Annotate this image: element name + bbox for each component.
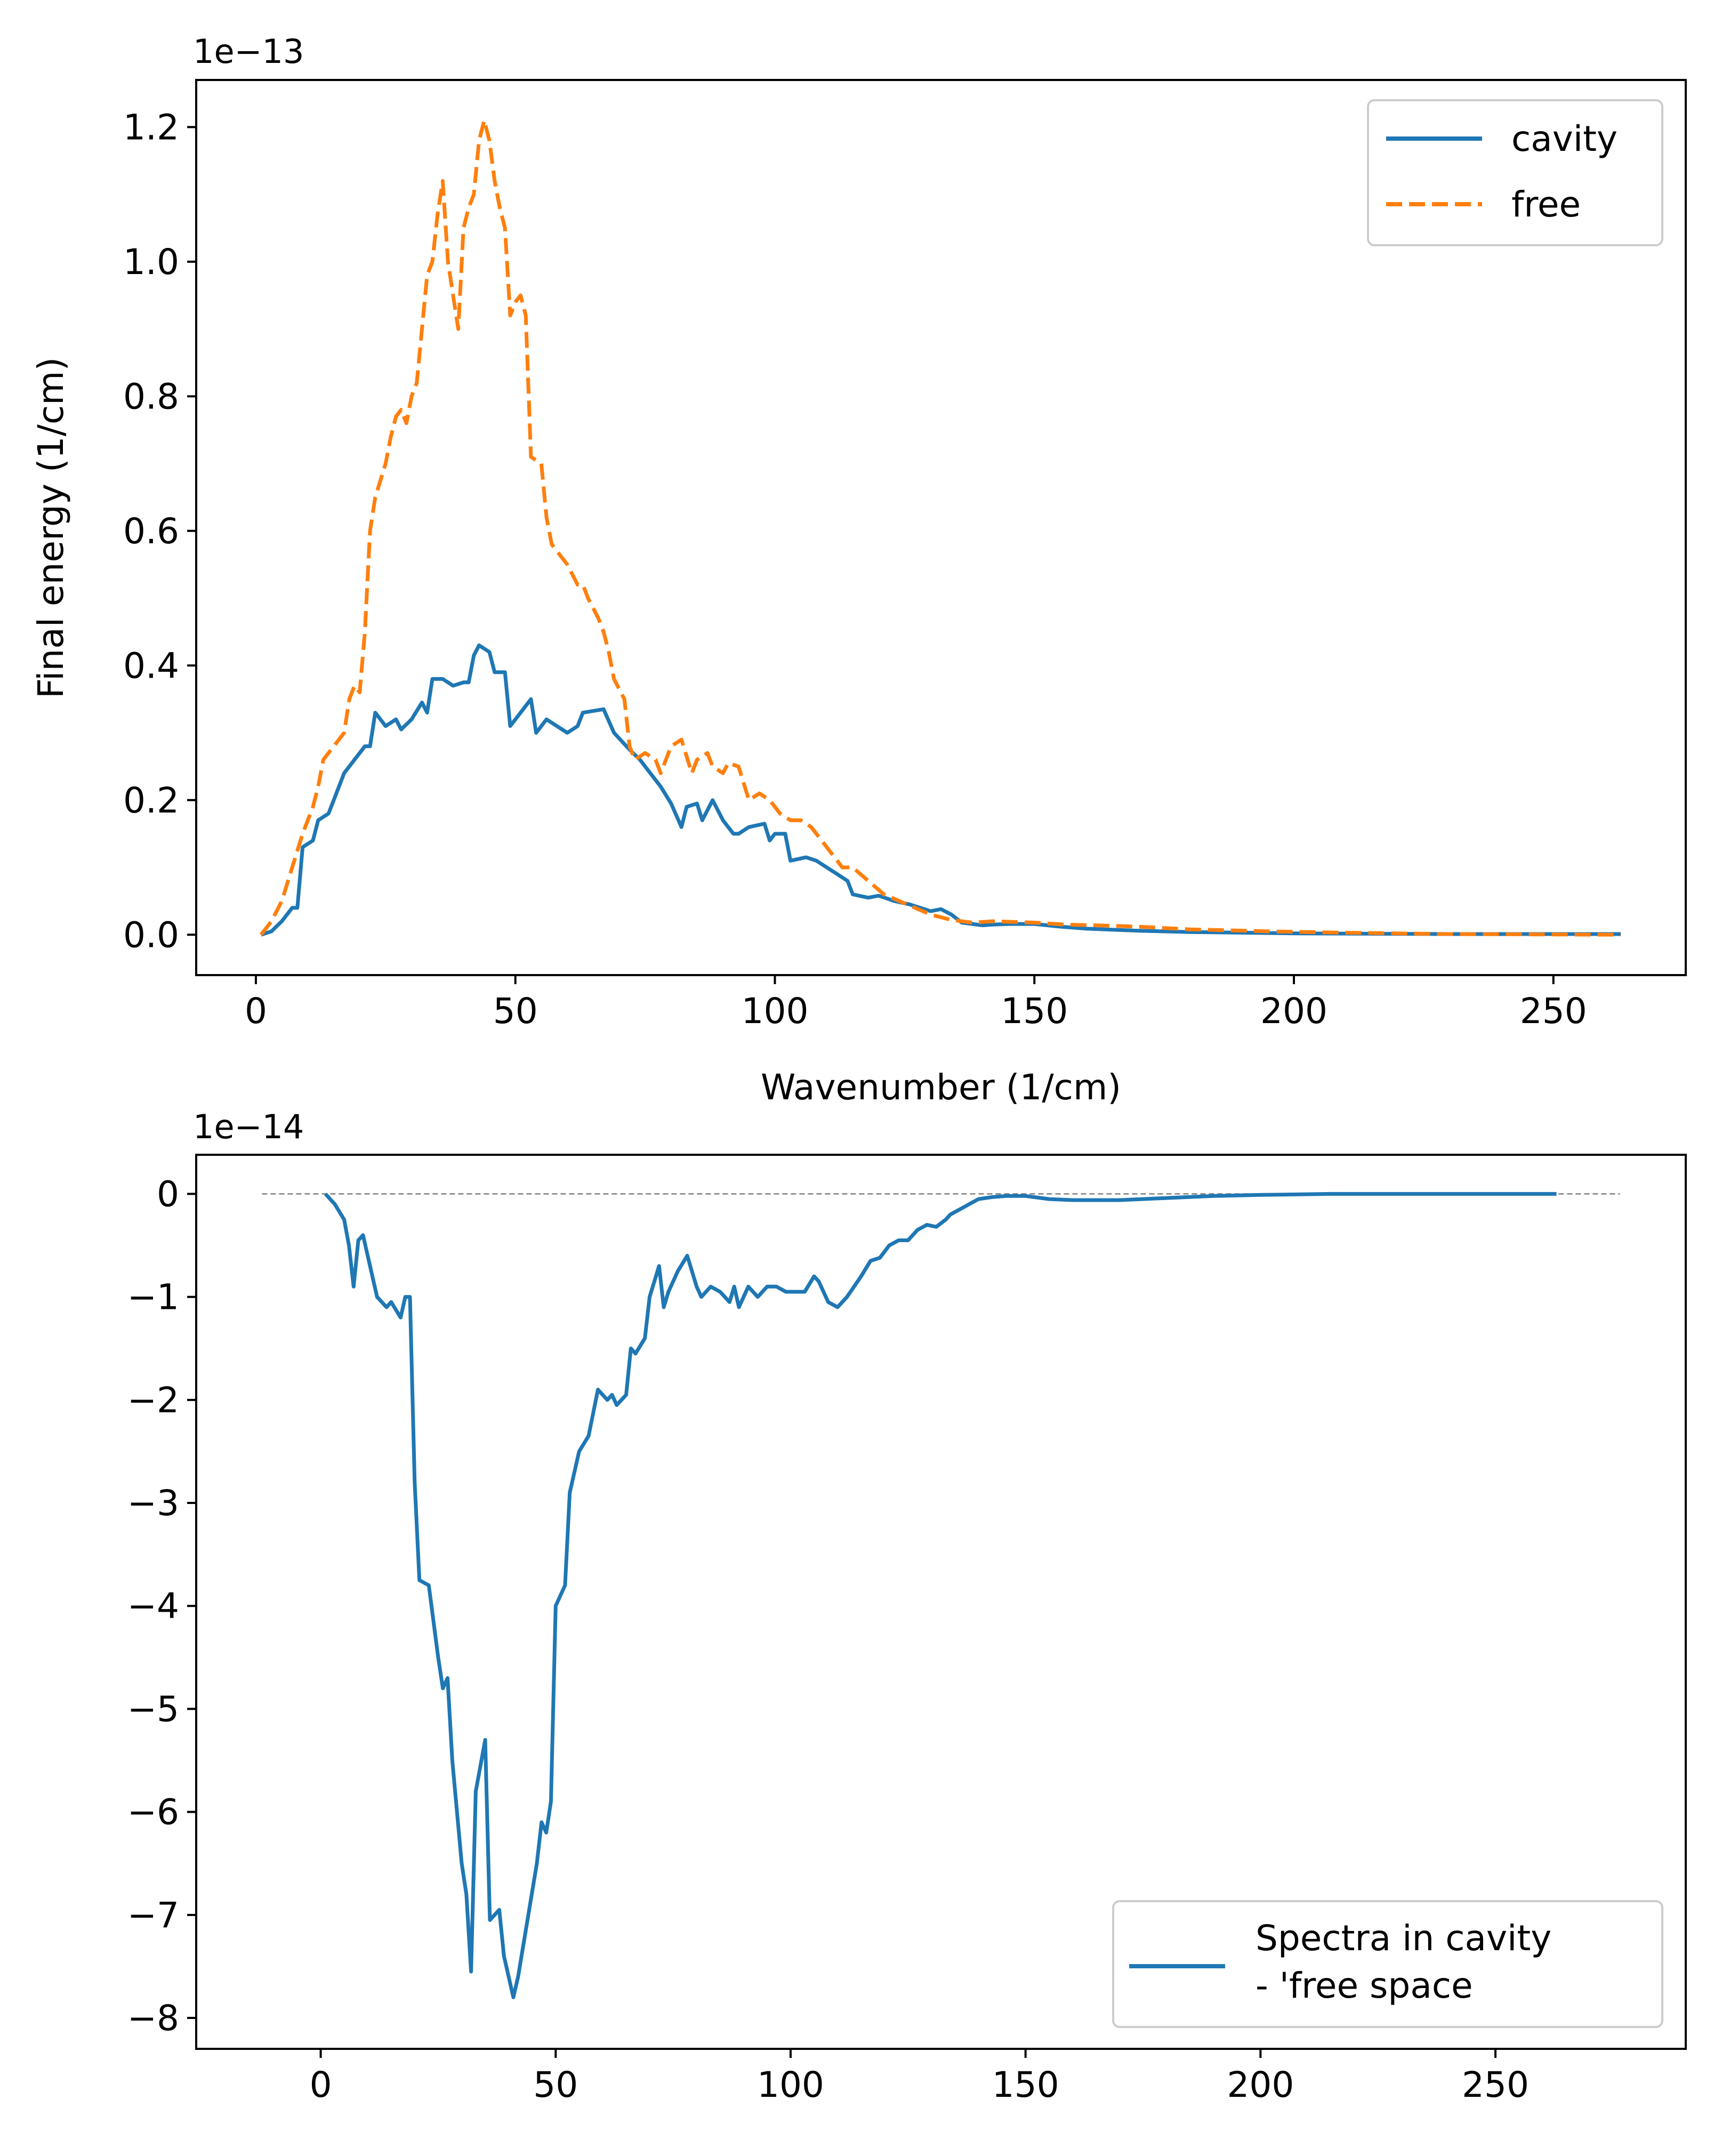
bottom-chart-y-tick-label: −3: [127, 1483, 179, 1524]
top-chart-y-tick-label: 0.2: [123, 780, 179, 821]
top-chart-y-tick-label: 0.0: [123, 914, 179, 955]
top-chart-offset-text: 1e−13: [193, 32, 304, 71]
series-line-cavity: [260, 643, 1621, 937]
bottom-chart-x-ticks: 0 50 100 150 200 250: [310, 2049, 1529, 2105]
bottom-chart-y-tick-label: −5: [127, 1688, 179, 1729]
bottom-chart-y-tick-label: −6: [127, 1792, 179, 1833]
top-chart-panel: 0 50 100 150 200 250 0.0 0.2 0.4 0.6 0.8 1.0 1.2 1e…: [30, 32, 1687, 1108]
bottom-chart-x-tick-label: 250: [1462, 2064, 1529, 2105]
series-line-free: [259, 118, 1621, 937]
top-chart-x-tick-label: 250: [1520, 991, 1587, 1032]
bottom-chart-x-tick-label: 100: [757, 2064, 824, 2105]
bottom-chart-y-tick-label: −4: [127, 1586, 179, 1627]
top-chart-y-ticks: 0.0 0.2 0.4 0.6 0.8 1.0 1.2: [123, 107, 196, 955]
top-chart-y-tick-label: 1.0: [123, 242, 179, 283]
bottom-chart-legend: Spectra in cavity - 'free space: [1112, 1900, 1663, 2028]
top-chart-x-axis-label: Wavenumber (1/cm): [761, 1067, 1121, 1108]
bottom-chart-y-tick-label: −1: [127, 1277, 179, 1318]
legend-label-cavity: cavity: [1511, 118, 1618, 159]
top-chart-y-tick-label: 1.2: [123, 107, 179, 148]
bottom-chart-y-tick-label: −8: [127, 1998, 179, 2039]
legend-label-line2: - 'free space: [1256, 1965, 1473, 2006]
top-chart-plot-frame: [195, 79, 1687, 976]
top-chart-legend: cavity free: [1367, 99, 1663, 246]
top-chart-x-ticks: 0 50 100 150 200 250: [245, 975, 1587, 1032]
top-chart-y-tick-label: 0.6: [123, 511, 179, 552]
bottom-chart-panel: 0 50 100 150 200 250 0−1−2−3−4−5−6−7−8 1e−14 …: [127, 1107, 1687, 2105]
bottom-chart-x-tick-label: 50: [533, 2064, 578, 2105]
top-chart-y-axis-label: Final energy (1/cm): [30, 357, 71, 698]
top-chart-x-tick-label: 100: [741, 991, 808, 1032]
bottom-chart-y-ticks: 0 −1 −2 −3 −4 −5 −6 −7 −8: [127, 1173, 196, 2039]
top-chart-y-tick-label: 0.8: [123, 376, 179, 417]
bottom-chart-y-tick-label: −2: [127, 1380, 179, 1421]
bottom-chart-legend-box: [1112, 1900, 1663, 2028]
top-chart-series-layer: [259, 118, 1621, 937]
legend-label-free: free: [1511, 184, 1581, 225]
top-chart-x-tick-label: 0: [245, 991, 267, 1032]
top-chart-x-tick-label: 150: [1001, 991, 1068, 1032]
top-chart-x-tick-label: 200: [1260, 991, 1327, 1032]
bottom-chart-y-tick-label: −7: [127, 1895, 179, 1936]
legend-label-line1: Spectra in cavity: [1256, 1918, 1551, 1959]
bottom-chart-offset-text: 1e−14: [193, 1107, 304, 1146]
top-chart-y-tick-label: 0.4: [123, 645, 179, 686]
series-line-difference: [324, 1192, 1557, 1999]
bottom-chart-series-layer: [324, 1192, 1557, 1999]
bottom-chart-x-tick-label: 150: [992, 2064, 1059, 2105]
bottom-chart-x-tick-label: 200: [1227, 2064, 1294, 2105]
bottom-chart-plot-frame: [195, 1154, 1687, 2050]
top-chart-x-tick-label: 50: [493, 991, 538, 1032]
bottom-chart-y-tick-label: 0: [157, 1173, 179, 1214]
bottom-chart-x-tick-label: 0: [310, 2064, 332, 2105]
